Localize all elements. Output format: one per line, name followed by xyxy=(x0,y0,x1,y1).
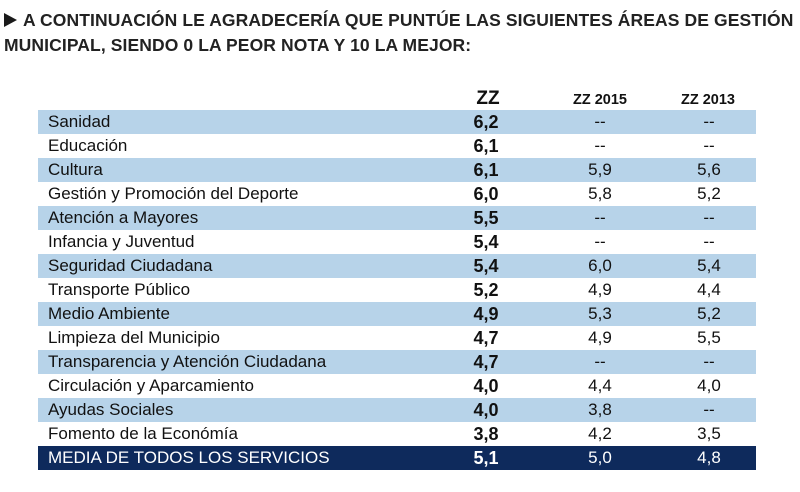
table-row: Fomento de la Económía 3,8 4,2 3,5 xyxy=(38,422,756,446)
score-2013: 5,6 xyxy=(697,160,721,179)
table-row: Circulación y Aparcamiento 4,0 4,4 4,0 xyxy=(38,374,756,398)
header-zz-2013: ZZ 2013 xyxy=(681,92,735,108)
table-row: Sanidad 6,2 -- -- xyxy=(38,110,756,134)
area-name: Atención a Mayores xyxy=(48,208,199,227)
score-2015: 5,3 xyxy=(588,304,612,323)
score-2017: 6,0 xyxy=(473,184,499,204)
area-name: Seguridad Ciudadana xyxy=(48,256,213,275)
score-2017: 5,4 xyxy=(473,256,499,276)
table-row: Transporte Público 5,2 4,9 4,4 xyxy=(38,278,756,302)
score-2013: -- xyxy=(703,400,715,419)
score-2017: 4,0 xyxy=(473,400,499,420)
score-2017: 4,9 xyxy=(473,304,499,324)
score-2015: 4,9 xyxy=(588,328,612,347)
score-2013: -- xyxy=(703,112,715,131)
score-2017: 4,0 xyxy=(473,376,499,396)
title-line-1: A CONTINUACIÓN LE AGRADECERÍA QUE PUNTÚE… xyxy=(4,8,794,33)
table-row: Infancia y Juventud 5,4 -- -- xyxy=(38,230,756,254)
score-2017: 4,7 xyxy=(473,328,499,348)
average-2015: 5,0 xyxy=(588,448,612,467)
score-2015: 5,8 xyxy=(588,184,612,203)
score-2015: 5,9 xyxy=(588,160,612,179)
score-2013: -- xyxy=(703,232,715,251)
score-2017: 6,1 xyxy=(473,136,499,156)
average-2017: 5,1 xyxy=(473,448,499,468)
question-title: A CONTINUACIÓN LE AGRADECERÍA QUE PUNTÚE… xyxy=(4,8,794,58)
score-2013: 3,5 xyxy=(697,424,721,443)
score-2015: 4,2 xyxy=(588,424,612,443)
score-2015: -- xyxy=(594,352,606,371)
area-name: Sanidad xyxy=(48,112,111,131)
score-2013: 4,4 xyxy=(697,280,721,299)
area-name: Educación xyxy=(48,136,128,155)
score-2017: 5,2 xyxy=(473,280,499,300)
score-2013: -- xyxy=(703,352,715,371)
score-2017: 3,8 xyxy=(473,424,499,444)
average-2013: 4,8 xyxy=(697,448,721,467)
area-name: Transparencia y Atención Ciudadana xyxy=(48,352,327,371)
score-2017: 4,7 xyxy=(473,352,499,372)
average-label: MEDIA DE TODOS LOS SERVICIOS xyxy=(48,448,330,467)
table-row: Cultura 6,1 5,9 5,6 xyxy=(38,158,756,182)
area-name: Ayudas Sociales xyxy=(48,400,174,419)
score-2013: 5,5 xyxy=(697,328,721,347)
score-2015: -- xyxy=(594,136,606,155)
score-2015: -- xyxy=(594,232,606,251)
ratings-table: Sanidad 6,2 -- -- Educación 6,1 -- -- Cultura 6,1… xyxy=(38,110,756,470)
score-2017: 6,2 xyxy=(473,112,499,132)
score-2013: 5,4 xyxy=(697,256,721,275)
area-name: Circulación y Aparcamiento xyxy=(48,376,254,395)
table-row: Transparencia y Atención Ciudadana 4,7 -- -… xyxy=(38,350,756,374)
score-2015: -- xyxy=(594,112,606,131)
score-2015: 6,0 xyxy=(588,256,612,275)
score-2015: -- xyxy=(594,208,606,227)
area-name: Medio Ambiente xyxy=(48,304,170,323)
triangle-bullet-icon xyxy=(4,13,17,27)
area-name: Limpieza del Municipio xyxy=(48,328,220,347)
average-row: MEDIA DE TODOS LOS SERVICIOS 5,1 5,0 4,8 xyxy=(38,446,756,470)
area-name: Transporte Público xyxy=(48,280,191,299)
area-name: Gestión y Promoción del Deporte xyxy=(48,184,299,203)
area-name: Infancia y Juventud xyxy=(48,232,195,251)
score-2017: 5,4 xyxy=(473,232,499,252)
area-name: Fomento de la Económía xyxy=(48,424,238,443)
table-row: Limpieza del Municipio 4,7 4,9 5,5 xyxy=(38,326,756,350)
table-row: Medio Ambiente 4,9 5,3 5,2 xyxy=(38,302,756,326)
score-2015: 4,4 xyxy=(588,376,612,395)
score-2017: 5,5 xyxy=(473,208,499,228)
score-2013: 5,2 xyxy=(697,304,721,323)
table-row: Atención a Mayores 5,5 -- -- xyxy=(38,206,756,230)
score-2013: -- xyxy=(703,208,715,227)
score-2013: 5,2 xyxy=(697,184,721,203)
score-2017: 6,1 xyxy=(473,160,499,180)
score-2015: 3,8 xyxy=(588,400,612,419)
score-2015: 4,9 xyxy=(588,280,612,299)
score-2013: -- xyxy=(703,136,715,155)
table-row: Educación 6,1 -- -- xyxy=(38,134,756,158)
title-line-2: MUNICIPAL, SIENDO 0 LA PEOR NOTA Y 10 LA… xyxy=(4,35,472,55)
table-row: Gestión y Promoción del Deporte 6,0 5,8 5,2 xyxy=(38,182,756,206)
table-row: Seguridad Ciudadana 5,4 6,0 5,4 xyxy=(38,254,756,278)
header-zz-2015: ZZ 2015 xyxy=(573,92,627,108)
table-row: Ayudas Sociales 4,0 3,8 -- xyxy=(38,398,756,422)
score-2013: 4,0 xyxy=(697,376,721,395)
area-name: Cultura xyxy=(48,160,103,179)
